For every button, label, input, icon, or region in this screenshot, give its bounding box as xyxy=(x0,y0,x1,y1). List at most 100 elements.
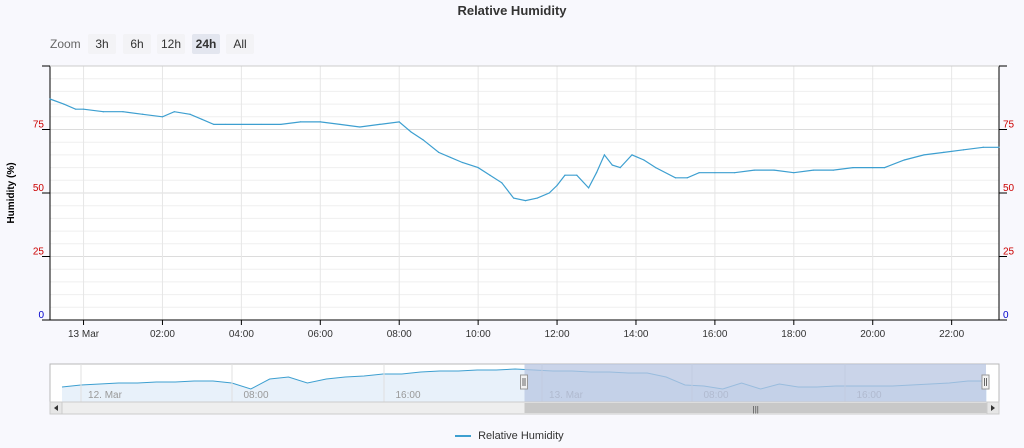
data-point xyxy=(438,151,440,153)
legend-swatch xyxy=(455,435,471,438)
series-line-relative-humidity xyxy=(49,98,999,202)
chevron-right-icon xyxy=(991,405,995,411)
data-point xyxy=(63,103,65,105)
y-tick-label-right: 0 xyxy=(1003,310,1009,321)
data-point xyxy=(812,169,815,171)
data-point xyxy=(595,172,598,174)
scrollbar-thumb[interactable] xyxy=(524,403,988,413)
x-tick-label: 13 Mar xyxy=(68,329,100,340)
data-point xyxy=(410,131,412,133)
data-point xyxy=(943,151,945,153)
data-point xyxy=(49,98,51,100)
data-point xyxy=(619,167,621,169)
data-point xyxy=(982,146,984,148)
data-point xyxy=(564,174,566,176)
data-point xyxy=(852,167,854,169)
navigator-handle-left[interactable] xyxy=(520,374,528,390)
data-point xyxy=(611,164,613,166)
data-point xyxy=(631,154,633,156)
data-point xyxy=(556,184,558,186)
data-point xyxy=(299,121,302,123)
y-tick-label-left: 25 xyxy=(33,247,45,258)
data-point xyxy=(489,174,491,176)
data-point xyxy=(714,172,716,174)
data-point xyxy=(536,197,538,199)
data-point xyxy=(122,111,124,113)
scrollbar-grip: ||| xyxy=(753,405,759,414)
data-point xyxy=(75,108,77,110)
x-tick-label: 22:00 xyxy=(939,329,964,340)
data-point xyxy=(224,123,227,126)
y-tick-label-left: 0 xyxy=(38,310,44,321)
data-point xyxy=(378,123,381,126)
data-point xyxy=(359,126,361,128)
data-point xyxy=(588,187,590,189)
data-point xyxy=(449,156,452,159)
data-point xyxy=(422,139,424,141)
legend-label: Relative Humidity xyxy=(478,430,564,442)
navigator-label: 08:00 xyxy=(243,390,268,401)
data-point xyxy=(501,182,503,184)
data-point xyxy=(161,116,164,118)
data-point xyxy=(260,123,262,126)
data-point xyxy=(998,146,1000,148)
data-point xyxy=(734,172,736,174)
y-axis-title: Humidity (%) xyxy=(6,162,17,223)
data-point xyxy=(793,172,795,174)
y-tick-label-left: 75 xyxy=(33,120,45,131)
x-tick-label: 12:00 xyxy=(545,329,570,340)
zoom-24h-button[interactable]: 24h xyxy=(192,34,220,54)
chart-title: Relative Humidity xyxy=(457,3,567,18)
data-point xyxy=(698,172,700,174)
x-tick-label: 18:00 xyxy=(781,329,806,340)
data-point xyxy=(513,197,515,199)
data-point xyxy=(102,111,104,113)
data-point xyxy=(923,154,925,156)
data-point xyxy=(655,167,657,169)
zoom-all-button[interactable]: All xyxy=(226,34,254,54)
data-point xyxy=(201,118,203,120)
data-point xyxy=(643,159,645,161)
data-point xyxy=(753,169,755,171)
data-point xyxy=(339,123,341,126)
navigator-label: 12. Mar xyxy=(88,390,123,401)
zoom-6h-button[interactable]: 6h xyxy=(123,34,151,54)
data-point xyxy=(319,121,321,123)
legend-item[interactable]: Relative Humidity xyxy=(455,430,564,442)
y-tick-label-right: 50 xyxy=(1003,183,1015,194)
data-point xyxy=(398,121,400,123)
x-tick-label: 08:00 xyxy=(387,329,412,340)
x-tick-label: 20:00 xyxy=(860,329,885,340)
y-tick-label-right: 25 xyxy=(1003,247,1015,258)
zoom-12h-button[interactable]: 12h xyxy=(157,34,185,54)
data-point xyxy=(280,123,282,126)
zoom-label: Zoom xyxy=(50,37,81,51)
data-point xyxy=(142,113,144,115)
data-point xyxy=(832,169,834,171)
zoom-3h-button[interactable]: 3h xyxy=(88,34,116,54)
data-point xyxy=(674,177,677,179)
data-point xyxy=(461,161,463,164)
data-point xyxy=(173,111,175,113)
data-point xyxy=(603,154,606,156)
data-point xyxy=(962,149,965,151)
x-tick-label: 10:00 xyxy=(466,329,491,340)
y-tick-label-right: 75 xyxy=(1003,120,1015,131)
data-point xyxy=(872,167,874,169)
data-point xyxy=(883,167,886,169)
y-tick-label-left: 50 xyxy=(33,183,45,194)
data-point xyxy=(189,113,191,115)
data-point xyxy=(82,108,85,110)
navigator-label: 16:00 xyxy=(395,390,420,401)
data-point xyxy=(240,123,242,126)
data-point xyxy=(576,174,578,176)
x-tick-label: 02:00 xyxy=(150,329,175,340)
x-tick-label: 06:00 xyxy=(308,329,333,340)
data-point xyxy=(477,167,479,169)
navigator-handle-right[interactable] xyxy=(981,374,990,390)
x-tick-label: 14:00 xyxy=(623,329,648,340)
chevron-left-icon xyxy=(54,405,58,411)
data-point xyxy=(686,177,688,179)
data-point xyxy=(903,159,905,161)
